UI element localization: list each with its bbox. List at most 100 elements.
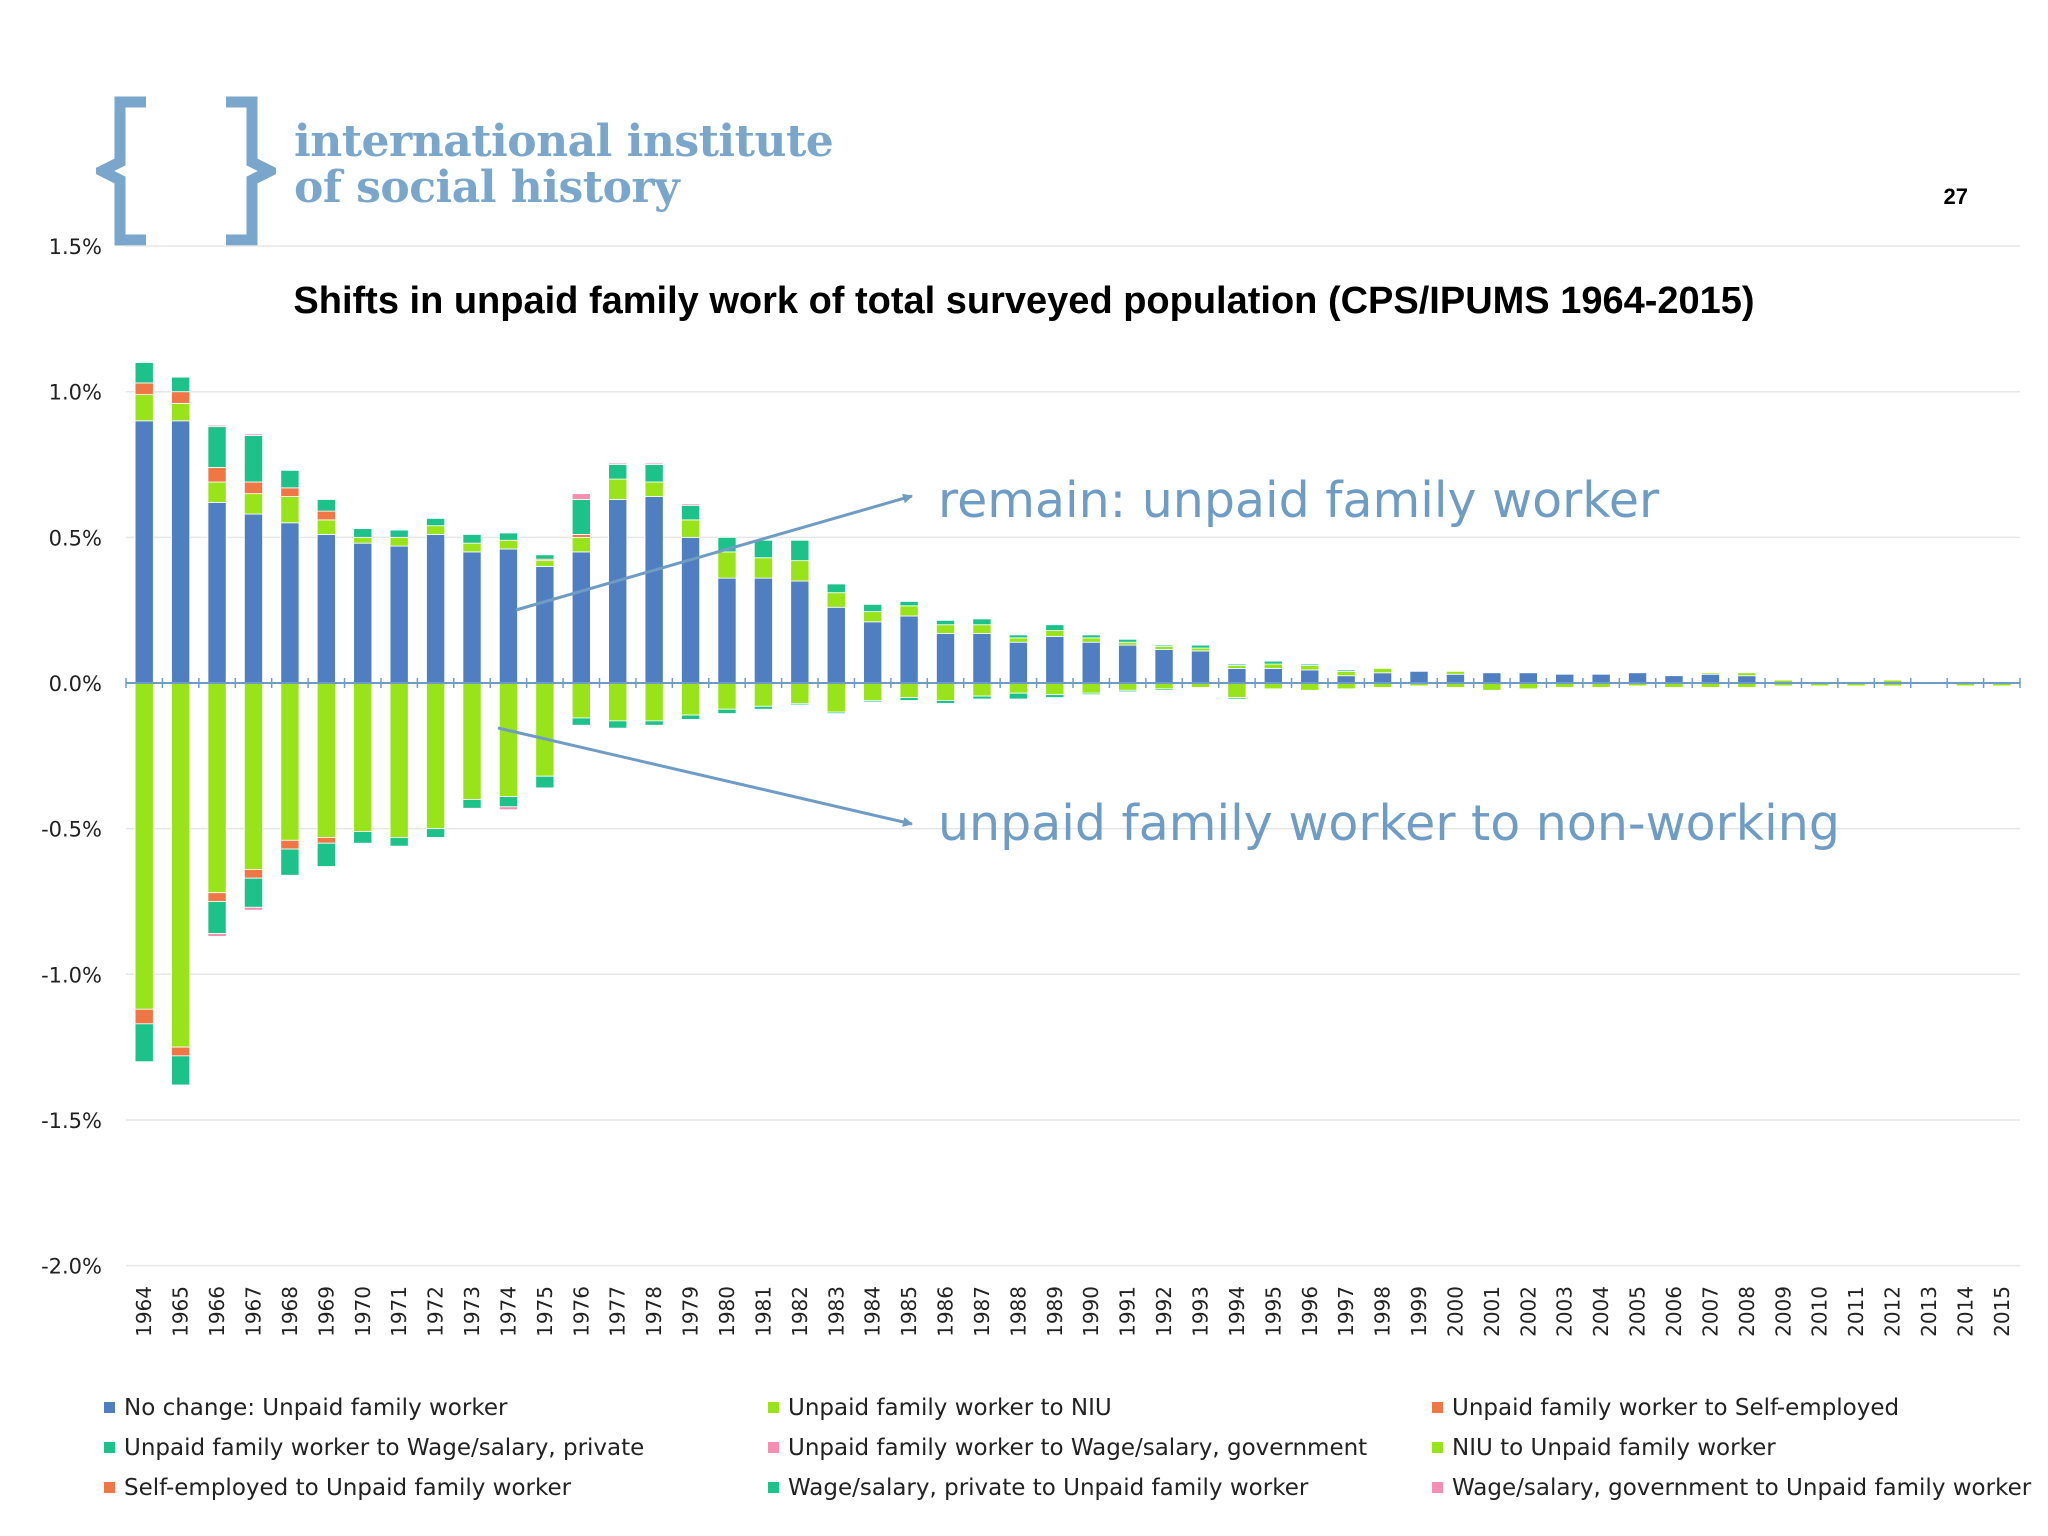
x-tick-label: 1964 xyxy=(132,1286,156,1337)
bar-segment xyxy=(1118,644,1138,684)
bar-segment xyxy=(1263,660,1283,665)
bar-segment xyxy=(1045,682,1065,696)
bar-segment xyxy=(1700,672,1720,675)
bar-segment xyxy=(753,577,773,684)
bar-segment xyxy=(498,532,518,541)
bar-segment xyxy=(826,711,846,714)
bar-segment xyxy=(899,615,919,684)
x-tick-label: 1971 xyxy=(387,1286,411,1337)
bar-segment xyxy=(498,806,518,811)
y-tick-label: -1.5% xyxy=(41,1109,102,1133)
x-tick-label: 2008 xyxy=(1735,1286,1759,1337)
bar-segment xyxy=(426,525,446,535)
bar-segment xyxy=(717,551,737,579)
bar-segment xyxy=(1518,672,1538,684)
bar-segment xyxy=(462,682,482,800)
x-tick-label: 1975 xyxy=(533,1286,557,1337)
bars xyxy=(134,362,2012,1086)
x-tick-label: 1968 xyxy=(278,1286,302,1337)
bar-segment xyxy=(316,510,336,521)
bar-segment xyxy=(498,682,518,798)
y-tick-label: 0.0% xyxy=(49,672,102,696)
bar-segment xyxy=(535,775,555,789)
bar-segment xyxy=(207,501,227,684)
legend-entry: Unpaid family worker to NIU xyxy=(768,1394,1112,1422)
bar-segment xyxy=(1227,697,1247,700)
bar-segment xyxy=(243,513,263,684)
x-tick-label: 1994 xyxy=(1225,1286,1249,1337)
legend-entry: Wage/salary, government to Unpaid family… xyxy=(1432,1474,2031,1502)
annotation-arrow-remain xyxy=(515,493,913,612)
bar-segment xyxy=(1336,670,1356,677)
x-tick-label: 1993 xyxy=(1188,1286,1212,1337)
bar-segment xyxy=(134,362,154,384)
page-number: 27 xyxy=(1943,184,1968,209)
x-tick-label: 1976 xyxy=(569,1286,593,1337)
x-tick-label: 1973 xyxy=(460,1286,484,1337)
bar-segment xyxy=(243,869,263,879)
bar-segment xyxy=(171,420,191,684)
x-tick-label: 1991 xyxy=(1116,1286,1140,1337)
bar-segment xyxy=(1555,673,1575,684)
x-tick-label: 1998 xyxy=(1371,1286,1395,1337)
bar-segment xyxy=(1700,673,1720,684)
legend-swatch xyxy=(104,1402,115,1413)
bar-segment xyxy=(1737,672,1757,677)
bar-segment xyxy=(608,682,628,722)
bar-segment xyxy=(1300,669,1320,684)
bar-segment xyxy=(535,560,555,567)
bar-segment xyxy=(498,796,518,808)
bar-segment xyxy=(1227,668,1247,684)
x-tick-label: 1982 xyxy=(788,1286,812,1337)
y-tick-label: 0.5% xyxy=(49,526,102,550)
bar-segment xyxy=(316,836,336,844)
bar-segment xyxy=(899,682,919,698)
legend-label: Unpaid family worker to NIU xyxy=(788,1395,1112,1421)
bar-segment xyxy=(863,682,883,701)
bar-segment xyxy=(134,682,154,1010)
x-tick-label: 1980 xyxy=(715,1286,739,1337)
bar-segment xyxy=(134,1023,154,1063)
bar-segment xyxy=(1154,688,1174,691)
bar-segment xyxy=(535,566,555,684)
bar-segment xyxy=(1373,672,1393,684)
bar-segment xyxy=(571,493,591,500)
gridlines xyxy=(126,245,2020,1267)
bar-segment xyxy=(790,539,810,562)
bar-segment xyxy=(462,551,482,684)
bar-segment xyxy=(316,519,336,535)
bar-segment xyxy=(972,624,992,634)
bar-segment xyxy=(1227,665,1247,669)
bar-segment xyxy=(863,700,883,703)
legend-swatch xyxy=(1432,1402,1443,1413)
zero-axis xyxy=(125,678,2021,688)
bar-segment xyxy=(316,842,336,867)
bar-segment xyxy=(1154,646,1174,650)
bar-segment xyxy=(899,697,919,701)
annotation-remain: remain: unpaid family worker xyxy=(938,472,1660,529)
x-tick-label: 1977 xyxy=(606,1286,630,1337)
bar-segment xyxy=(243,906,263,911)
bar-segment xyxy=(753,705,773,710)
bar-segment xyxy=(316,682,336,838)
bar-segment xyxy=(171,682,191,1048)
bar-segment xyxy=(1081,637,1101,643)
bar-segment xyxy=(936,624,956,634)
x-tick-label: 1979 xyxy=(679,1286,703,1337)
bar-segment xyxy=(1628,672,1648,684)
bar-segment xyxy=(1263,668,1283,684)
bar-segment xyxy=(681,503,701,506)
bar-segment xyxy=(1664,675,1684,684)
bar-segment xyxy=(826,583,846,594)
bar-segment xyxy=(280,848,300,876)
x-tick-label: 1983 xyxy=(824,1286,848,1337)
legend-swatch xyxy=(104,1442,115,1453)
bar-segment xyxy=(207,467,227,483)
x-tick-label: 2004 xyxy=(1589,1286,1613,1337)
bar-segment xyxy=(790,702,810,706)
bar-segment xyxy=(243,682,263,870)
x-tick-label: 2009 xyxy=(1771,1286,1795,1337)
legend-label: NIU to Unpaid family worker xyxy=(1452,1435,1776,1461)
x-tick-label: 1986 xyxy=(934,1286,958,1337)
bar-segment xyxy=(1336,675,1356,684)
